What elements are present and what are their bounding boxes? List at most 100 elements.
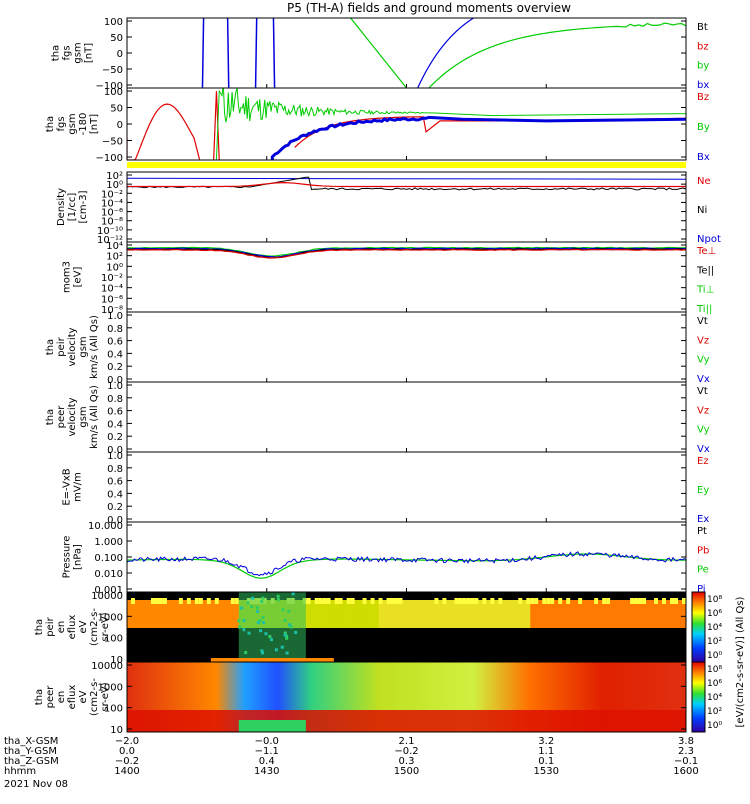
y-axis-label-line: velocity	[67, 327, 78, 366]
y-axis-label-line: [cm-3]	[78, 190, 89, 223]
series-by	[428, 22, 686, 88]
series-ne	[127, 182, 686, 188]
y-tick-label: 10⁻²	[101, 273, 123, 284]
y-axis-label: Pressure [nPa]	[62, 536, 84, 579]
y-axis-ticks: 10000 1000 100 10	[91, 591, 686, 666]
panel-content-fgs-dsl	[127, 88, 686, 160]
panel-efield: 1.0 0.8 0.60.4 0.2 0.0 E=-VxB mV/m Ez Ey Ex	[62, 451, 710, 526]
panel-content-temperature	[127, 246, 686, 259]
y-tick-label: 0.2	[107, 502, 123, 513]
y-axis-label: tha peer velocity gsm km/s (All Qs)	[45, 385, 100, 449]
colorbar-tick-label: 10⁴	[707, 623, 722, 633]
x-tick-label: 3.8	[678, 736, 694, 747]
y-axis-label-line: mV/m	[73, 472, 84, 502]
legend-entry: bx	[697, 80, 709, 91]
y-axis-label: Density [1/cc] [cm-3]	[56, 188, 89, 226]
colorbar-tick-label: 10⁸	[707, 665, 722, 675]
x-tick-label: 1.1	[538, 746, 554, 757]
y-tick-label: 10000	[91, 591, 123, 602]
colorbar-label: [eV/(cm2-s-sr-eV)] (All Qs)	[735, 596, 746, 727]
legend: Ez Ey Ex	[697, 456, 709, 525]
y-tick-label: 0.2	[107, 362, 123, 373]
y-axis-label-line: tha	[34, 619, 45, 635]
panel-peer-velocity: 1.0 0.8 0.60.4 0.2 0.0 tha peer velocity gsm km/s…	[45, 381, 710, 456]
y-axis-label-line: gsm	[78, 336, 89, 357]
x-tick-label: 1400	[114, 766, 139, 777]
y-tick-label: 1.000	[94, 537, 123, 548]
status-strip	[127, 162, 686, 168]
legend-entry: Vy	[697, 425, 710, 436]
colorbar-scale	[691, 591, 706, 663]
series-by-drop	[350, 18, 407, 88]
y-axis-ticks: 100 50 0 −50 −100	[96, 17, 687, 92]
panel-frame	[126, 241, 687, 313]
series-pe	[127, 553, 686, 579]
y-axis-label-line: tha	[45, 409, 56, 425]
legend-entry: Pi	[697, 584, 706, 595]
x-row-label: hhmm	[4, 766, 36, 777]
y-tick-label: 0.100	[94, 553, 123, 564]
legend-entry: Ez	[697, 456, 709, 467]
legend-entry: Ey	[697, 485, 709, 496]
y-tick-label: 0.0	[107, 445, 123, 456]
legend-entry: Vy	[697, 355, 710, 366]
y-axis-label-line: fgs	[56, 116, 67, 131]
y-tick-label: 100	[104, 704, 123, 715]
legend-entry: Npot	[697, 234, 721, 245]
y-tick-label: 0.0	[107, 515, 123, 526]
legend-entry: Vx	[697, 374, 710, 385]
panel-density: 10²10⁰10⁻²10⁻⁴10⁻⁶10⁻⁸10⁻¹⁰10⁻¹²Density[…	[56, 171, 721, 246]
panel-peir-velocity: 1.0 0.8 0.60.4 0.2 0.0 tha peir velocity gsm km/s…	[45, 311, 710, 386]
y-tick-label: 0.4	[107, 419, 123, 430]
x-tick-label: 2.1	[399, 736, 415, 747]
y-axis-label-line: tha	[34, 689, 45, 705]
y-axis-label-line: -180	[78, 113, 89, 136]
y-tick-label: 10⁰	[106, 180, 123, 191]
y-tick-label: 0	[117, 49, 123, 60]
y-axis-ticks: 10.000 1.000 0.100 0.010 0.001	[88, 521, 687, 596]
y-axis-label-line: gsm	[78, 406, 89, 427]
y-tick-label: 10⁻⁴	[101, 198, 123, 209]
colorbar-tick-label: 10⁰	[707, 651, 722, 661]
y-tick-label: 0.2	[107, 432, 123, 443]
panel-frame	[126, 381, 687, 453]
y-tick-label: 1000	[98, 682, 123, 693]
y-tick-label: 0.001	[94, 585, 123, 596]
y-tick-label: 10⁻¹²	[97, 235, 123, 246]
y-tick-label: 1000	[98, 612, 123, 623]
x-tick-label: 1600	[673, 766, 698, 777]
series-bz-spike	[213, 91, 220, 160]
y-tick-label: 1.0	[107, 311, 123, 322]
legend-entry: Bt	[697, 22, 708, 33]
y-tick-label: 100	[104, 634, 123, 645]
y-tick-label: −100	[96, 153, 123, 164]
y-axis-label-line: sr-eV)	[100, 682, 111, 711]
x-row-label: tha_Z-GSM	[4, 756, 59, 767]
x-tick-label: −0.1	[674, 756, 698, 767]
x-tick-label: −0.0	[255, 736, 279, 747]
legend-entry: Vz	[697, 405, 709, 416]
y-axis-label-line: E=-VxB	[62, 468, 73, 505]
y-axis-label-line: [nPa]	[73, 544, 84, 570]
y-tick-label: 10⁻⁶	[101, 208, 123, 219]
y-axis-label-line: km/s (All Qs)	[89, 385, 100, 449]
y-axis-label-line: peir	[56, 336, 67, 356]
x-tick-label: −1.1	[255, 746, 279, 757]
y-tick-label: 50	[110, 33, 123, 44]
x-tick-label: 0.0	[119, 746, 135, 757]
legend: Vt Vz Vy Vx	[697, 386, 710, 455]
legend-entry: Ne	[697, 176, 711, 187]
y-tick-label: 100	[104, 87, 123, 98]
y-axis-ticks: 10000 1000 100 10	[91, 661, 686, 736]
y-axis-label-line: Pressure	[62, 536, 73, 579]
x-tick-label: −0.2	[115, 756, 139, 767]
x-row-label: tha_X-GSM	[4, 736, 58, 747]
panel-peer-spec: 10000 1000 100 10 tha peer en eflux eV (cm2-s-sr-…	[34, 661, 687, 736]
colorbar-tick-label: 10⁶	[707, 609, 722, 619]
y-tick-label: 10⁻¹⁰	[97, 226, 123, 237]
y-axis-label-line: gsm	[73, 42, 84, 63]
y-axis-label-line: [nT]	[84, 43, 95, 63]
legend-entry: Ti||	[696, 304, 712, 315]
y-tick-label: 10⁰	[106, 262, 123, 273]
